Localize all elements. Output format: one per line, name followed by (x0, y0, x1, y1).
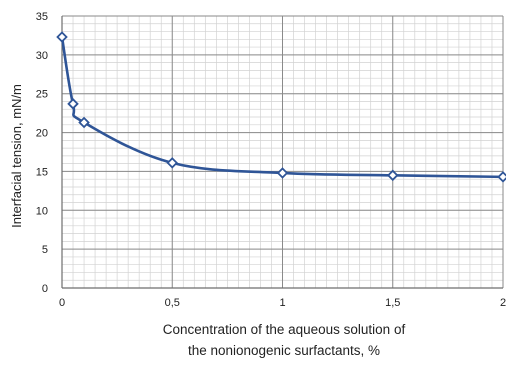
y-tick-label: 5 (42, 244, 48, 256)
x-tick-label: 1 (279, 297, 285, 309)
y-axis-label: Interfacial tension, mN/m (9, 84, 24, 228)
y-tick-label: 35 (36, 11, 48, 23)
data-point-marker (278, 168, 287, 177)
data-point-marker (499, 172, 506, 181)
x-tick-label: 1,5 (385, 297, 400, 309)
y-tick-labels: 0 5 10 15 20 25 30 35 (36, 11, 48, 295)
y-tick-label: 25 (36, 89, 48, 101)
x-tick-label: 2 (500, 297, 506, 309)
y-tick-label: 0 (42, 283, 48, 295)
y-tick-label: 10 (36, 205, 48, 217)
data-point-marker (69, 99, 78, 108)
x-axis-label-line-1: Concentration of the aqueous solution of (163, 322, 406, 337)
data-point-marker (168, 158, 177, 167)
data-point-marker (388, 171, 397, 180)
x-tick-label: 0,5 (165, 297, 180, 309)
y-tick-label: 15 (36, 166, 48, 178)
data-point-marker (58, 32, 67, 41)
y-tick-label: 20 (36, 128, 48, 140)
x-tick-label: 0 (59, 297, 65, 309)
y-tick-label: 30 (36, 50, 48, 62)
x-tick-labels: 0 0,5 1 1,5 2 (59, 297, 506, 309)
x-axis-label-line-2: the nonionogenic surfactants, % (188, 343, 380, 358)
